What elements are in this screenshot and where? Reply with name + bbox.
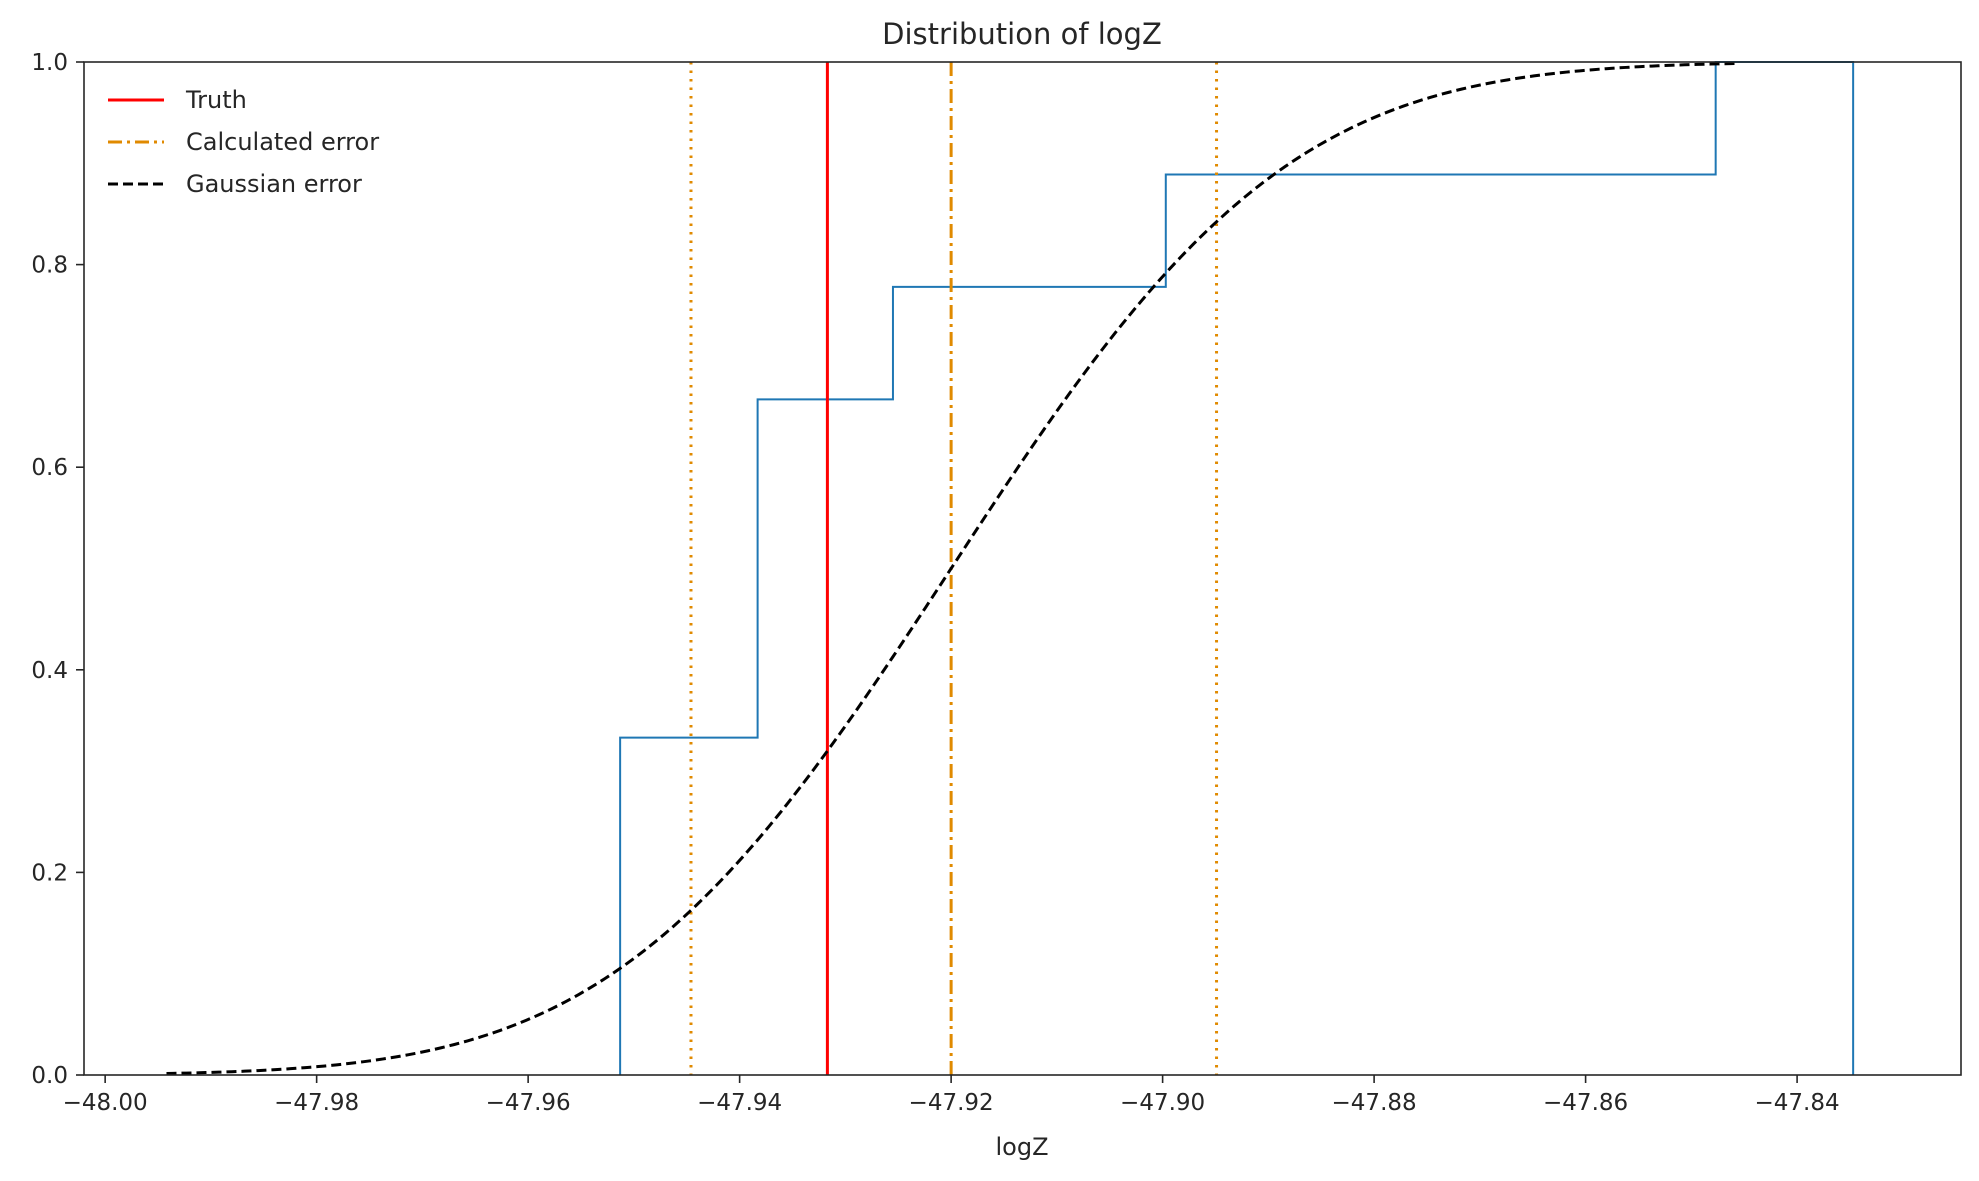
x-tick-label: −47.94 [697,1090,782,1116]
y-tick-label: 0.8 [31,253,68,279]
x-axis-ticks: −48.00 −47.98 −47.96 −47.94 −47.92 −47.90 −47.… [63,1075,1840,1116]
x-tick-label: −47.84 [1755,1090,1840,1116]
axes-frame [83,61,1962,1076]
x-tick-label: −47.86 [1543,1090,1628,1116]
y-tick-label: 1.0 [31,50,68,76]
y-tick-label: 0.6 [31,455,68,481]
chart-title: Distribution of logZ [882,17,1162,51]
gaussian-error-curve [166,62,1737,1075]
x-tick-label: −47.90 [1120,1090,1205,1116]
legend-label: Calculated error [186,128,379,156]
x-axis-label: logZ [995,1133,1048,1161]
x-tick-label: −47.98 [274,1090,359,1116]
y-axis-ticks: 0.0 0.2 0.4 0.6 0.8 1.0 [31,50,84,1089]
y-tick-label: 0.0 [31,1063,68,1089]
x-tick-label: −48.00 [63,1090,148,1116]
legend: Truth Calculated error Gaussian error [108,86,379,198]
y-tick-label: 0.4 [31,658,68,684]
x-tick-label: −47.88 [1332,1090,1417,1116]
x-tick-label: −47.92 [909,1090,994,1116]
legend-label: Gaussian error [186,170,362,198]
legend-label: Truth [185,86,247,114]
y-tick-label: 0.2 [31,860,68,886]
x-tick-label: −47.96 [486,1090,571,1116]
